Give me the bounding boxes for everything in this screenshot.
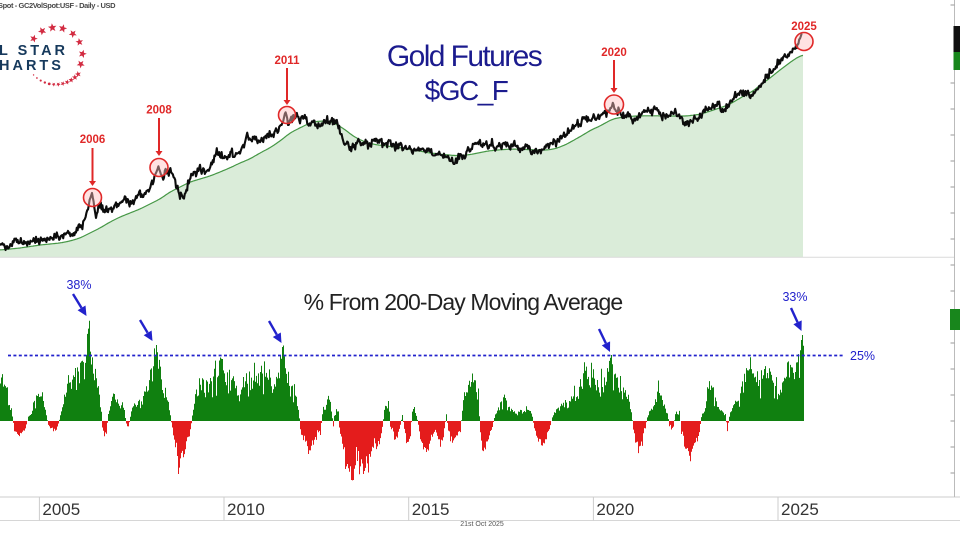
svg-text:2025: 2025 bbox=[791, 21, 817, 33]
svg-text:33%: 33% bbox=[782, 290, 807, 304]
svg-text:2020: 2020 bbox=[596, 500, 634, 519]
svg-text:Gold Futures: Gold Futures bbox=[387, 40, 542, 73]
svg-text:2005: 2005 bbox=[42, 500, 80, 519]
svg-text:HARTS: HARTS bbox=[0, 58, 64, 74]
svg-text:2010: 2010 bbox=[227, 500, 265, 519]
svg-text:$GC_F: $GC_F bbox=[425, 75, 508, 106]
svg-text:L STAR: L STAR bbox=[0, 43, 68, 59]
svg-text:2025: 2025 bbox=[781, 500, 819, 519]
svg-text:25%: 25% bbox=[850, 349, 875, 363]
svg-text:2008: 2008 bbox=[146, 105, 172, 117]
svg-text:2015: 2015 bbox=[412, 500, 450, 519]
svg-text:38%: 38% bbox=[66, 278, 91, 292]
svg-text:2020: 2020 bbox=[601, 47, 627, 59]
svg-text:Spot - GC2VolSpot:USF - Daily: Spot - GC2VolSpot:USF - Daily - USD bbox=[0, 1, 116, 10]
svg-text:% From 200-Day Moving Average: % From 200-Day Moving Average bbox=[304, 289, 623, 315]
svg-text:2011: 2011 bbox=[275, 55, 301, 67]
svg-text:2006: 2006 bbox=[80, 134, 106, 146]
svg-text:21st Oct 2025: 21st Oct 2025 bbox=[460, 521, 504, 528]
